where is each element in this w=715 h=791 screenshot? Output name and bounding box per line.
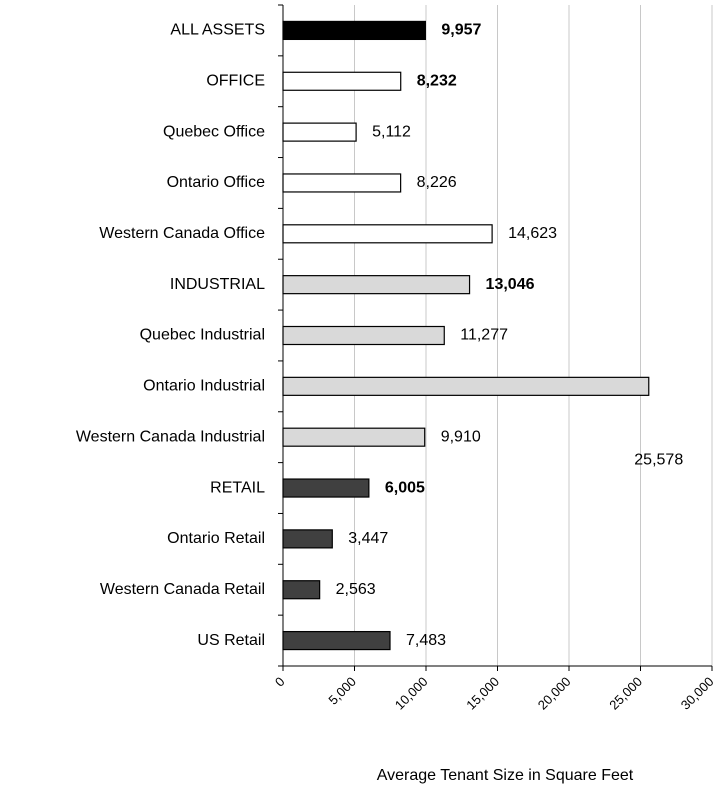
y-tick-label: Western Canada Industrial — [76, 428, 265, 445]
value-label: 3,447 — [348, 530, 388, 547]
x-tick-label: 20,000 — [535, 674, 574, 713]
value-label: 9,957 — [441, 22, 481, 39]
bar — [282, 122, 357, 142]
y-tick-label: Western Canada Retail — [100, 581, 265, 598]
value-label: 14,623 — [508, 225, 557, 242]
x-axis-title: Average Tenant Size in Square Feet — [377, 767, 634, 784]
y-tick-label: INDUSTRIAL — [170, 276, 265, 293]
y-tick-label: ALL ASSETS — [170, 22, 265, 39]
value-label: 5,112 — [372, 123, 411, 140]
value-label: 25,578 — [634, 451, 683, 468]
y-tick-label: RETAIL — [210, 479, 265, 496]
y-tick-label: Quebec Industrial — [140, 327, 265, 344]
bar — [282, 224, 493, 244]
bar — [282, 173, 402, 193]
bar — [282, 529, 333, 549]
y-tick-label: Ontario Industrial — [143, 378, 265, 395]
x-tick-label: 0 — [272, 674, 288, 690]
x-tick-label: 5,000 — [325, 674, 359, 708]
bar — [282, 427, 426, 447]
y-tick-label: Ontario Retail — [167, 530, 265, 547]
value-label: 8,226 — [417, 174, 457, 191]
bar — [282, 20, 426, 41]
value-label: 7,483 — [406, 632, 446, 649]
x-tick-label: 10,000 — [392, 674, 431, 713]
bar — [282, 376, 650, 396]
value-label: 13,046 — [486, 276, 535, 293]
x-tick-label: 25,000 — [606, 674, 645, 713]
y-tick-label: Quebec Office — [163, 123, 265, 140]
bar — [282, 325, 445, 346]
value-label: 9,910 — [441, 428, 481, 445]
y-tick-label: OFFICE — [206, 72, 265, 89]
bar — [282, 630, 391, 651]
value-label: 11,277 — [460, 327, 508, 344]
bar — [282, 478, 370, 498]
bar — [282, 71, 402, 91]
bar — [282, 580, 321, 600]
x-tick-label: 30,000 — [678, 674, 715, 713]
value-label: 8,232 — [417, 72, 457, 89]
bar — [282, 275, 471, 295]
value-label: 6,005 — [385, 479, 425, 496]
x-tick-label: 15,000 — [463, 674, 502, 713]
y-tick-label: Western Canada Office — [99, 225, 265, 242]
y-tick-label: US Retail — [197, 632, 265, 649]
y-tick-label: Ontario Office — [167, 174, 266, 191]
value-label: 2,563 — [336, 581, 376, 598]
